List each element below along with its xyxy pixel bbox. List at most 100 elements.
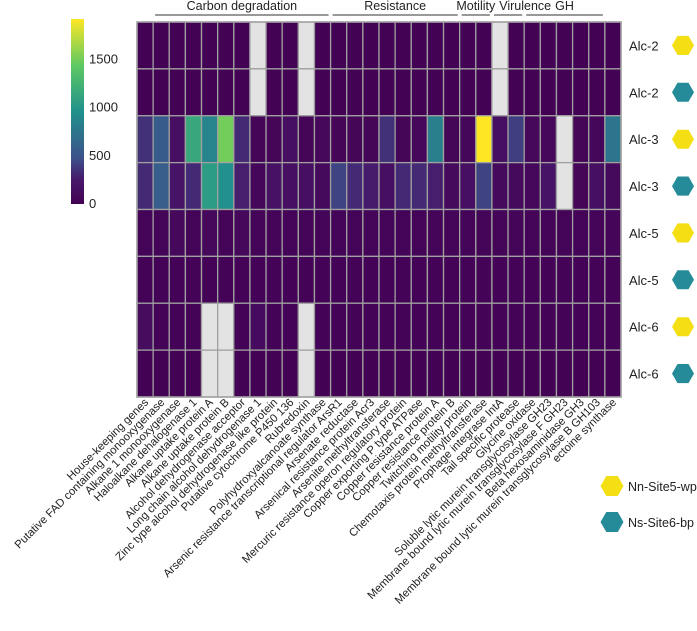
heatmap-cell [459,349,477,398]
heatmap-cell [378,115,396,164]
heatmap-cell [136,115,154,164]
heatmap-cell [152,349,170,398]
row-label: Alc-5 [629,273,659,288]
heatmap-cell [571,161,590,211]
heatmap-cell [410,349,429,398]
group-label: Resistance [364,0,426,13]
heatmap-cell [200,21,219,70]
heatmap-cell-missing [297,302,316,351]
heatmap-cell [168,208,187,258]
heatmap-cell [168,21,187,70]
heatmap-cell [168,161,187,211]
heatmap-cell [571,115,590,164]
heatmap-cell [217,21,235,70]
heatmap-cell [200,68,219,117]
heatmap-cell [329,68,348,117]
heatmap-cell [184,255,203,304]
heatmap-cell [604,21,622,70]
heatmap-cell [555,68,574,117]
heatmap-cell [217,115,235,164]
heatmap-cell [523,302,541,351]
heatmap-cell [346,349,364,398]
heatmap-cell [523,349,541,398]
heatmap-cell [475,68,493,117]
heatmap-cell [442,255,461,304]
heatmap-cell [346,208,364,258]
group-brackets: Carbon degradation Resistance Motility Viru… [155,0,603,16]
heatmap-cell [410,68,429,117]
heatmap-cell [426,115,445,164]
heatmap-cell [233,208,251,258]
heatmap-cell [184,115,203,164]
heatmap-cell [507,161,525,211]
row-label: Alc-6 [629,367,659,382]
heatmap-cell [588,161,606,211]
heatmap-cell [523,115,541,164]
row-label: Alc-2 [629,38,659,53]
heatmap-cell [346,68,364,117]
heatmap-cell [249,349,267,398]
heatmap-cell-missing [200,349,219,398]
heatmap-cell [507,302,525,351]
site-hexagon-icon [672,317,694,337]
heatmap-cell [184,21,203,70]
site-hexagon-icon [672,129,694,149]
heatmap-cell [539,68,558,117]
heatmap-cell [555,349,574,398]
heatmap-cell [604,349,622,398]
heatmap-cell [313,161,332,211]
legend-hexagon-icon [600,512,624,532]
heatmap-cell [217,68,235,117]
legend: Nn-Site5-wp Ns-Site6-bp [600,476,697,532]
heatmap-cell [329,302,348,351]
heatmap-cell [136,208,154,258]
heatmap-cell [442,208,461,258]
heatmap-cell [394,349,412,398]
heatmap-cell [152,115,170,164]
heatmap-cell [507,255,525,304]
heatmap-cell [329,161,348,211]
heatmap-cell [523,21,541,70]
heatmap-cell-missing [491,68,509,117]
heatmap-cell [475,349,493,398]
heatmap-cell [394,208,412,258]
heatmap-cell [281,255,299,304]
heatmap-cell [136,68,154,117]
heatmap-cell [539,21,558,70]
heatmap-cell [168,302,187,351]
heatmap-cell [362,68,380,117]
heatmap-cell [217,208,235,258]
heatmap-cell-missing [249,68,267,117]
heatmap-cell [507,208,525,258]
heatmap-cell [184,302,203,351]
heatmap-cell [459,302,477,351]
heatmap-cell-missing [217,302,235,351]
heatmap-cell [378,161,396,211]
heatmap-cell [265,302,283,351]
heatmap-cell [491,161,509,211]
heatmap-cell [184,161,203,211]
heatmap-cell [410,161,429,211]
heatmap-cell [313,255,332,304]
site-hexagon-icon [672,223,694,243]
heatmap-cell [233,255,251,304]
heatmap-cell [136,21,154,70]
heatmap-cell [152,161,170,211]
heatmap-cell [491,208,509,258]
heatmap-cell [507,349,525,398]
heatmap-cell [442,349,461,398]
heatmap-cell [491,255,509,304]
heatmap-cell [539,349,558,398]
group-label: GH [555,0,574,13]
heatmap-cell [571,21,590,70]
heatmap-cell [491,349,509,398]
heatmap-cell [378,255,396,304]
heatmap-cell [571,208,590,258]
heatmap-cell [426,349,445,398]
heatmap-cell [588,21,606,70]
heatmap-cells [136,21,622,398]
heatmap-cell [313,302,332,351]
colorbar-tick-label: 0 [89,196,96,211]
heatmap-cell [588,115,606,164]
heatmap-cell [281,349,299,398]
